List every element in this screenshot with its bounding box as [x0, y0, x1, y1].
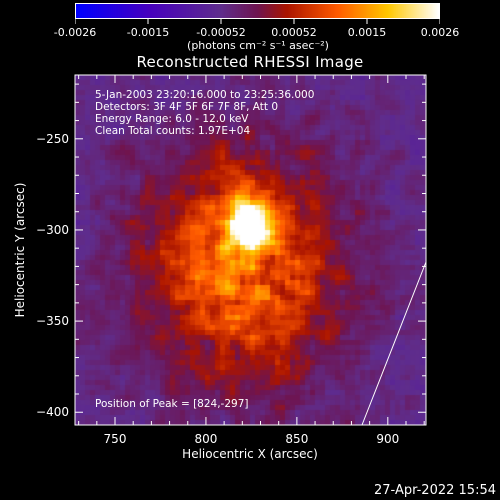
colorbar-tick-label: -0.00052 — [196, 26, 246, 39]
rhessi-image — [75, 75, 426, 425]
colorbar-ticks — [75, 19, 440, 24]
solar-limb-line — [361, 261, 427, 426]
x-axis-label: Heliocentric X (arcsec) — [182, 447, 318, 461]
y-tick-label: −400 — [36, 405, 69, 420]
info-line-time: 5-Jan-2003 23:20:16.000 to 23:25:36.000 — [95, 89, 315, 101]
peak-position-label: Position of Peak = [824,-297] — [95, 398, 249, 410]
x-tick-label: 750 — [103, 432, 127, 446]
colorbar-tick-label: 0.0026 — [420, 26, 460, 39]
y-axis-label: Heliocentric Y (arcsec) — [13, 182, 27, 318]
colorbar-units: (photons cm⁻² s⁻¹ asec⁻²) — [187, 39, 329, 52]
x-tick-label: 900 — [376, 432, 400, 446]
plot-frame — [74, 74, 427, 426]
y-tick-label: −350 — [36, 314, 69, 329]
x-tick-label: 850 — [285, 432, 309, 446]
timestamp: 27-Apr-2022 15:54 — [374, 483, 496, 498]
y-tick-label: −250 — [36, 131, 69, 146]
info-line-counts: Clean Total counts: 1.97E+04 — [95, 125, 251, 137]
colorbar-tick-label: 0.0015 — [347, 26, 387, 39]
info-line-energy: Energy Range: 6.0 - 12.0 keV — [95, 113, 249, 125]
y-tick-label: −300 — [36, 222, 69, 237]
colorbar-tick-label: -0.0026 — [53, 26, 97, 39]
info-line-detectors: Detectors: 3F 4F 5F 6F 7F 8F, Att 0 — [95, 101, 279, 113]
image-title: Reconstructed RHESSI Image — [136, 53, 364, 71]
colorbar-tick-label: -0.0015 — [126, 26, 170, 39]
colorbar-tick-label: 0.00052 — [271, 26, 317, 39]
colorbar — [75, 3, 440, 19]
x-tick-label: 800 — [194, 432, 218, 446]
